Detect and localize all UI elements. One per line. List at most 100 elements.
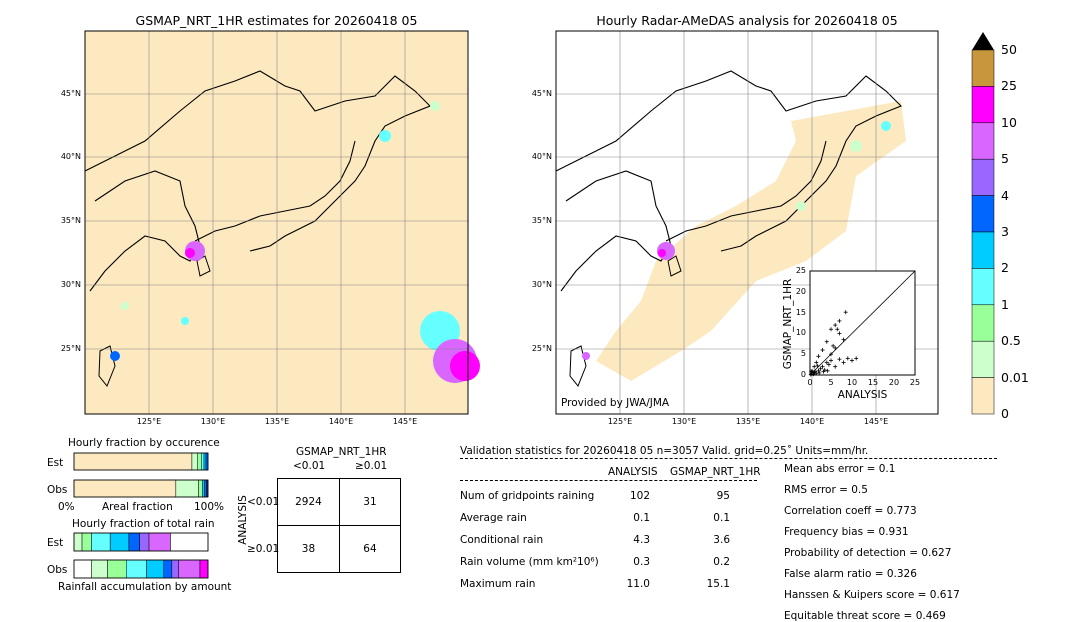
contingency-row-ge: ≥0.01 <box>247 543 280 555</box>
scatter-inset <box>808 270 916 377</box>
validation-row-analysis: 4.3 <box>633 534 650 546</box>
amount-obs-frame <box>73 559 209 579</box>
precip-cell <box>850 140 862 152</box>
amount-est-segment <box>139 532 150 552</box>
colorbar-segment <box>971 158 995 196</box>
scatter-point <box>826 362 831 367</box>
contingency-row-lt: <0.01 <box>247 496 280 508</box>
colorbar-label: 1 <box>1001 296 1009 312</box>
scatter-diagonal <box>809 270 916 376</box>
occurrence-obs-segment <box>202 479 205 498</box>
validation-row-label: Conditional rain <box>460 534 544 546</box>
precip-cell <box>181 317 189 325</box>
scatter-xtick: 5 <box>828 378 834 387</box>
occurrence-obs-segment <box>204 479 207 498</box>
amount-footer: Rainfall accumulation by amount <box>58 581 232 593</box>
scatter-point <box>824 339 829 344</box>
coastline-taiwan <box>569 345 587 387</box>
scatter-ytick: 0 <box>800 370 806 379</box>
validation-row-analysis: 0.3 <box>633 556 650 568</box>
coverage-area <box>596 101 906 381</box>
precip-cell <box>582 352 590 360</box>
scatter-point <box>829 358 833 363</box>
contingency-col-lt: <0.01 <box>293 460 326 472</box>
occurrence-est-frame <box>73 452 209 471</box>
scatter-xtick: 20 <box>888 378 900 387</box>
precip-cell <box>379 130 391 142</box>
scatter-point <box>829 352 833 357</box>
amount-obs-segment <box>126 559 147 579</box>
right-map-lat-label: 35°N <box>531 216 552 225</box>
amount-est-segment <box>170 532 209 552</box>
colorbar-segment <box>971 122 995 160</box>
validation-subdivider <box>460 480 757 481</box>
amount-obs-segment <box>199 559 209 579</box>
scatter-point <box>812 364 817 369</box>
left-map-lon-label: 135°E <box>264 417 290 426</box>
scatter-point <box>824 360 829 365</box>
contingency-cell-01: 31 <box>338 478 402 526</box>
right-map-lon-label: 140°E <box>799 417 825 426</box>
scatter-ytick: 25 <box>795 266 806 275</box>
scatter-point <box>825 368 830 373</box>
occurrence-obs-segment <box>175 479 199 498</box>
provided-by-label: Provided by JWA/JMA <box>561 397 670 409</box>
scatter-point <box>809 369 814 374</box>
scatter-point <box>837 318 842 323</box>
scatter-point <box>813 369 818 374</box>
contingency-header: GSMAP_NRT_1HR <box>296 446 387 458</box>
amount-est-segment <box>73 532 83 552</box>
left-map-lon-label: 130°E <box>200 417 226 426</box>
right-map-title: Hourly Radar-AMeDAS analysis for 2026041… <box>596 13 898 28</box>
left-map-lat-label: 35°N <box>60 216 81 225</box>
amount-obs-segment <box>146 559 165 579</box>
coastline-mainland <box>84 70 431 252</box>
precip-cell <box>185 248 195 258</box>
validation-row-gsmap: 95 <box>716 490 730 502</box>
validation-score: Probability of detection = 0.627 <box>784 547 952 559</box>
right-map-lon-label: 135°E <box>735 417 761 426</box>
validation-row-label: Num of gridpoints raining <box>460 490 595 502</box>
colorbar-label: 25 <box>1001 78 1017 94</box>
scatter-point <box>815 363 820 368</box>
left-map-lat-label: 45°N <box>60 89 81 98</box>
validation-score: False alarm ratio = 0.326 <box>784 568 917 580</box>
scatter-xtick: 10 <box>846 378 858 387</box>
contingency-table: 2924 31 38 64 <box>277 478 402 573</box>
occurrence-obs-segment <box>198 479 203 498</box>
map-background <box>85 31 468 414</box>
scatter-xtick: 0 <box>807 378 813 387</box>
amount-est-segment <box>91 532 111 552</box>
scatter-ylabel: GSMAP_NRT_1HR <box>782 278 794 370</box>
occurrence-obs-label: Obs <box>47 484 68 496</box>
precip-cell <box>121 302 129 310</box>
right-map-lat-label: 25°N <box>531 344 552 353</box>
validation-row-gsmap: 3.6 <box>713 534 730 546</box>
colorbar-label: 10 <box>1001 114 1017 130</box>
precip-cell <box>881 121 891 131</box>
scatter-point <box>850 358 854 363</box>
occurrence-est-label: Est <box>47 457 64 469</box>
validation-row-gsmap: 15.1 <box>706 578 730 590</box>
contingency-cell-10: 38 <box>277 525 340 573</box>
right-map-lon-label: 125°E <box>607 417 633 426</box>
coastline-japan <box>665 140 827 242</box>
amount-obs-segment <box>91 559 108 579</box>
amount-obs-segment <box>107 559 127 579</box>
scatter-ytick: 15 <box>795 307 806 317</box>
occurrence-title: Hourly fraction by occurence <box>68 437 220 449</box>
scatter-point <box>833 364 838 369</box>
amount-est-segment <box>109 532 130 552</box>
contingency-cell-00: 2924 <box>277 478 340 526</box>
validation-score: Mean abs error = 0.1 <box>784 463 896 475</box>
occurrence-est-segment <box>197 452 202 471</box>
colorbar-label: 4 <box>1001 187 1009 203</box>
validation-divider <box>460 458 997 459</box>
scatter-point <box>820 348 825 353</box>
contingency-cell-11: 64 <box>338 525 402 573</box>
occurrence-est-segment <box>203 452 207 471</box>
colorbar-label: 0 <box>1001 406 1009 421</box>
validation-row-gsmap: 0.1 <box>713 512 730 524</box>
validation-score: Frequency bias = 0.931 <box>784 526 909 538</box>
colorbar-label: 0.5 <box>1001 333 1021 349</box>
